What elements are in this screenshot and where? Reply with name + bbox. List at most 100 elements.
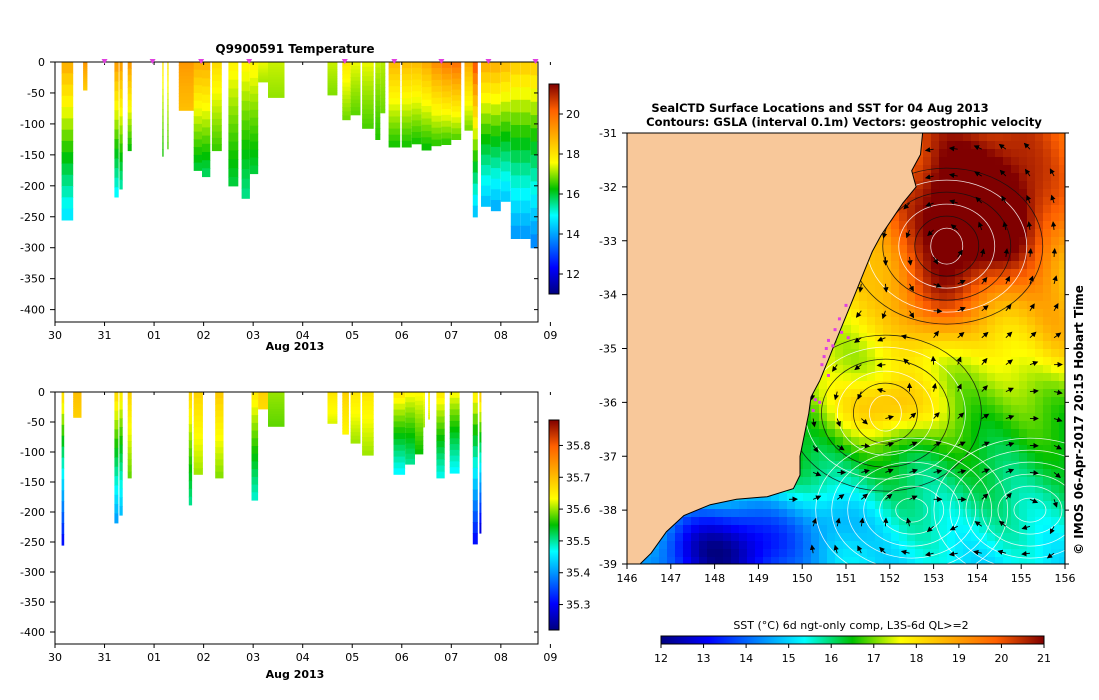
sst-cell — [915, 293, 924, 302]
profile-9 — [202, 62, 211, 178]
profile-cell — [415, 445, 424, 450]
profile-cell — [530, 168, 538, 182]
sst-cell — [859, 437, 868, 446]
sst-cell — [1027, 285, 1036, 294]
sst-cell — [851, 413, 860, 422]
profile-cell — [490, 83, 501, 95]
sst-cell — [1051, 197, 1060, 206]
profile-cell — [193, 62, 203, 71]
profile-cell — [228, 159, 239, 169]
profile-cell — [202, 168, 211, 178]
surface-marker — [149, 59, 156, 64]
sst-cell — [1003, 557, 1012, 564]
sst-cell — [891, 293, 900, 302]
profile-cell — [464, 71, 475, 78]
sst-cell — [843, 461, 852, 470]
sst-cell — [715, 509, 724, 518]
sst-cell — [899, 205, 908, 214]
sst-cell — [939, 149, 948, 158]
profile-cell — [423, 401, 425, 405]
velocity-vector — [957, 331, 965, 339]
profile-cell — [61, 468, 65, 480]
sst-cell — [867, 549, 876, 558]
sst-cell — [1059, 325, 1065, 334]
velocity-vector — [881, 310, 887, 320]
sst-cell — [1011, 453, 1020, 462]
sst-cell — [987, 389, 996, 398]
sst-cell — [1019, 189, 1028, 198]
profile-cell — [342, 94, 351, 100]
sst-cell — [955, 349, 964, 358]
profile-cell — [114, 148, 119, 159]
sst-cell — [915, 373, 924, 382]
profile-cell — [249, 109, 259, 119]
profile-cell — [490, 72, 501, 84]
sst-cell — [955, 317, 964, 326]
profile-cell — [268, 69, 285, 73]
profile-4 — [127, 392, 132, 479]
sst-cell — [995, 557, 1004, 564]
sst-cell — [1059, 189, 1065, 198]
profile-cell — [423, 409, 425, 413]
sst-cell — [923, 197, 932, 206]
profile-cell — [401, 122, 412, 130]
profile-cell — [350, 432, 361, 437]
profile-cell — [268, 409, 285, 413]
sst-cell — [1043, 317, 1052, 326]
sst-cell — [859, 477, 868, 486]
sst-cell — [939, 333, 948, 342]
sst-cell — [883, 525, 892, 534]
sst-cell — [683, 549, 692, 558]
sst-cell — [923, 365, 932, 374]
profile-cell — [405, 407, 415, 414]
sst-cell — [1059, 421, 1065, 430]
sst-cell — [843, 445, 852, 454]
sst-cell — [851, 349, 860, 358]
profile-cell — [193, 100, 203, 109]
sst-cell — [659, 549, 668, 558]
sst-cell — [923, 453, 932, 462]
profile-cell — [167, 99, 169, 106]
sst-cell — [899, 429, 908, 438]
sst-cell — [875, 501, 884, 510]
x-tick-label: 04 — [296, 329, 310, 342]
sst-cell — [915, 541, 924, 550]
profile-15 — [268, 62, 285, 98]
profile-cell — [500, 151, 511, 162]
sst-cell — [987, 141, 996, 150]
sst-cell — [811, 485, 820, 494]
profile-cell — [436, 434, 445, 442]
profile-cell — [451, 67, 462, 74]
sst-cell — [915, 477, 924, 486]
sst-cell — [1027, 381, 1036, 390]
sst-cell — [739, 549, 748, 558]
velocity-vector — [957, 279, 966, 285]
x-tick-label: 02 — [197, 651, 211, 664]
sst-cell — [915, 397, 924, 406]
profile-cell — [380, 76, 386, 81]
profile-cell — [401, 116, 412, 124]
sst-cell — [851, 389, 860, 398]
sst-cell — [771, 541, 780, 550]
sst-cell — [827, 461, 836, 470]
profile-cell — [258, 73, 268, 76]
sst-cell — [891, 445, 900, 454]
sst-cell — [955, 429, 964, 438]
profile-cell — [342, 398, 349, 402]
sst-cell — [955, 197, 964, 206]
sst-cell — [891, 405, 900, 414]
sst-cell — [963, 133, 972, 142]
profile-cell — [375, 78, 381, 85]
sst-cell — [1051, 157, 1060, 166]
profile-cell — [436, 459, 445, 467]
sst-cell — [955, 549, 964, 558]
velocity-vector — [924, 174, 934, 180]
sst-cell — [891, 517, 900, 526]
sst-cell — [1019, 373, 1028, 382]
sst-cell — [947, 453, 956, 462]
sst-cell — [939, 421, 948, 430]
sst-cell — [835, 341, 844, 350]
profile-cell — [202, 94, 211, 104]
profile-cell — [215, 434, 224, 442]
profile-cell — [83, 77, 88, 81]
